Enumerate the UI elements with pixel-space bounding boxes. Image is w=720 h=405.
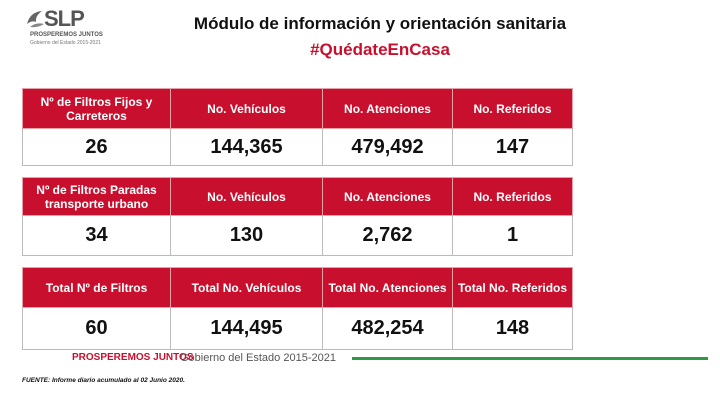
header-cell: Total No. Atenciones [322, 267, 453, 308]
header-cell: Total Nº de Filtros [22, 267, 171, 308]
header-cell: No. Referidos [452, 88, 573, 129]
source-note: FUENTE: Informe diario acumulado al 02 J… [22, 377, 185, 384]
footer-government: Gobierno del Estado 2015-2021 [180, 352, 336, 364]
header-row: Nº de Filtros Fijos y Carreteros No. Vehí… [22, 88, 573, 129]
header-cell: No. Vehículos [170, 88, 323, 129]
value-row: 60 144,495 482,254 148 [22, 307, 573, 350]
header-cell: Total No. Vehículos [170, 267, 323, 308]
value-cell: 1 [452, 215, 573, 256]
logo-line: Gobierno del Estado 2015-2021 [30, 40, 101, 46]
value-cell: 479,492 [322, 128, 453, 166]
value-cell: 34 [22, 215, 171, 256]
value-cell: 60 [22, 307, 171, 350]
header-cell: Nº de Filtros Fijos y Carreteros [22, 88, 171, 129]
value-cell: 130 [170, 215, 323, 256]
header-cell: No. Atenciones [322, 88, 453, 129]
value-row: 26 144,365 479,492 147 [22, 128, 573, 166]
value-cell: 482,254 [322, 307, 453, 350]
header-row: Total Nº de Filtros Total No. Vehículos To… [22, 267, 573, 308]
header-row: Nº de Filtros Paradas transporte urbano N… [22, 177, 573, 216]
header-cell: No. Referidos [452, 177, 573, 216]
header-cell: No. Atenciones [322, 177, 453, 216]
logo-line: PROSPEREMOS JUNTOS [30, 32, 103, 38]
hashtag: #QuédateEnCasa [310, 40, 450, 59]
logo-icon [27, 11, 44, 28]
value-cell: 2,762 [322, 215, 453, 256]
value-cell: 148 [452, 307, 573, 350]
footer-slogan: PROSPEREMOS JUNTOS [72, 352, 194, 363]
data-table: Nº de Filtros Paradas transporte urbano N… [22, 177, 573, 256]
header-cell: Nº de Filtros Paradas transporte urbano [22, 177, 171, 216]
data-table: Nº de Filtros Fijos y Carreteros No. Vehí… [22, 88, 573, 166]
header-cell: No. Vehículos [170, 177, 323, 216]
title: Módulo de información y orientación sani… [193, 14, 567, 33]
value-cell: 26 [22, 128, 171, 166]
data-table: Total Nº de Filtros Total No. Vehículos To… [22, 267, 573, 350]
value-row: 34 130 2,762 1 [22, 215, 573, 256]
value-cell: 144,365 [170, 128, 323, 166]
header-cell: Total No. Referidos [452, 267, 573, 308]
logo-text: SLP [44, 6, 85, 31]
value-cell: 147 [452, 128, 573, 166]
footer-bar [352, 357, 708, 360]
value-cell: 144,495 [170, 307, 323, 350]
